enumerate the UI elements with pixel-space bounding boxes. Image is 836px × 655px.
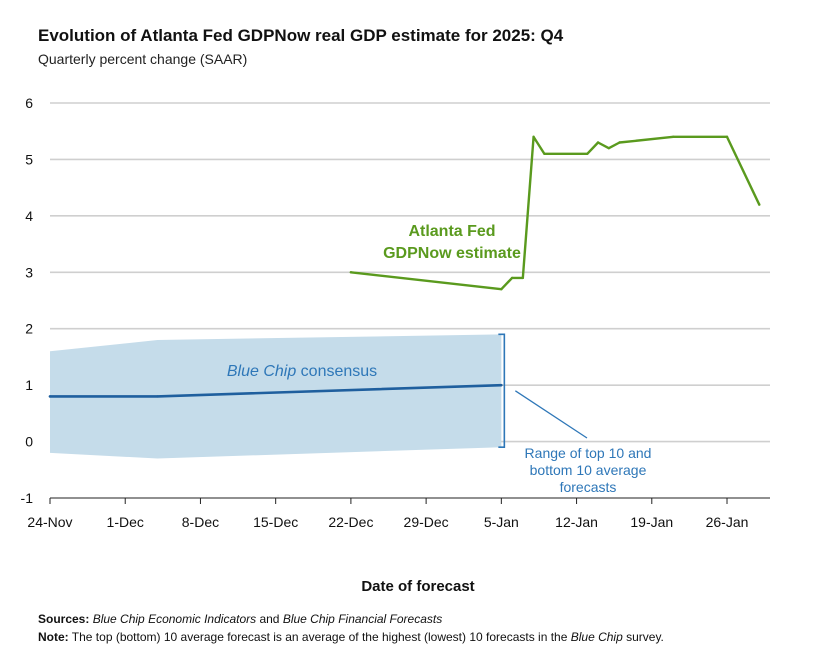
gdpnow-line-point-1 bbox=[500, 288, 503, 291]
gdpnow-annotation-line-0: Atlanta Fed bbox=[408, 223, 495, 240]
range-annotation-line-1: bottom 10 average bbox=[530, 462, 647, 478]
forecast-range-area bbox=[50, 334, 502, 459]
range-annotation-leader bbox=[514, 390, 588, 439]
gdpnow-annotation-line-1: GDPNow estimate bbox=[383, 245, 521, 262]
sources-title-1: Blue Chip Economic Indicators bbox=[92, 612, 257, 626]
gdpnow-line-point-7 bbox=[596, 141, 600, 144]
gdpnow-line-point-9 bbox=[618, 141, 621, 144]
axes: -1 0 1 2 3 4 5 6 24-Nov 1-Dec 8-Dec 15-Dec 22-Dec 29-… bbox=[21, 95, 770, 530]
consensus-annotation-italic: Blue Chip bbox=[227, 363, 296, 380]
y-tick-label-0: 0 bbox=[25, 434, 33, 450]
y-tick-label-4: 4 bbox=[25, 208, 33, 224]
x-tick-label-8-Dec: 8-Dec bbox=[182, 514, 219, 530]
gdpnow-line-point-8 bbox=[607, 146, 611, 150]
y-tick-label-5: 5 bbox=[25, 151, 33, 167]
x-tick-label-5-Jan: 5-Jan bbox=[484, 514, 519, 530]
note-label: Note: bbox=[38, 630, 69, 644]
chart-title: Evolution of Atlanta Fed GDPNow real GDP… bbox=[38, 26, 564, 45]
sources-joiner: and bbox=[256, 612, 283, 626]
x-tick-label-15-Dec: 15-Dec bbox=[253, 514, 298, 530]
gdpnow-line-point-0 bbox=[349, 271, 353, 274]
note-end: survey. bbox=[622, 630, 664, 644]
chart-canvas: -1 0 1 2 3 4 5 6 24-Nov 1-Dec 8-Dec 15-Dec 22-Dec 29-… bbox=[21, 95, 770, 530]
gdpnow-line-point-6 bbox=[586, 152, 589, 155]
x-tick-label-26-Jan: 26-Jan bbox=[706, 514, 749, 530]
annotations: Atlanta Fed GDPNow estimate Blue Chip cons… bbox=[227, 223, 652, 495]
range-annotation-line-2: forecasts bbox=[560, 479, 617, 495]
x-tick-label-29-Dec: 29-Dec bbox=[404, 514, 449, 530]
gdpnow-line-point-3 bbox=[521, 276, 525, 280]
sources-title-2: Blue Chip Financial Forecasts bbox=[282, 612, 443, 626]
gdpnow-line-point-11 bbox=[725, 135, 729, 139]
y-tick-label-2: 2 bbox=[25, 321, 33, 337]
x-tick-label-24-Nov: 24-Nov bbox=[27, 514, 72, 530]
blue-chip-consensus-line-point-1 bbox=[156, 395, 159, 398]
y-tick-label-3: 3 bbox=[25, 264, 33, 280]
forecast-range-band bbox=[50, 333, 506, 459]
consensus-annotation: Blue Chip consensus bbox=[227, 363, 377, 380]
range-annotation-line-0: Range of top 10 and bbox=[525, 445, 652, 461]
x-tick-label-1-Dec: 1-Dec bbox=[107, 514, 144, 530]
footnote-sources: Sources: Blue Chip Economic Indicators a… bbox=[38, 612, 442, 626]
gdpnow-line-point-2 bbox=[510, 276, 514, 280]
chart-subtitle: Quarterly percent change (SAAR) bbox=[38, 51, 248, 67]
gdpnow-line-point-5 bbox=[543, 152, 546, 155]
y-tick-label--1: -1 bbox=[21, 490, 34, 506]
note-text: The top (bottom) 10 average forecast is … bbox=[71, 630, 571, 644]
x-axis-label: Date of forecast bbox=[361, 578, 475, 595]
series-lines bbox=[48, 135, 761, 398]
gdpnow-line-point-12 bbox=[758, 203, 761, 206]
y-tick-label-6: 6 bbox=[25, 95, 33, 111]
gdpnow-line-point-10 bbox=[672, 135, 675, 139]
x-tick-label-19-Jan: 19-Jan bbox=[630, 514, 673, 530]
gdpnow-line-point-4 bbox=[532, 135, 535, 139]
x-tick-label-12-Jan: 12-Jan bbox=[555, 514, 598, 530]
consensus-annotation-rest: consensus bbox=[296, 363, 377, 380]
note-blue-chip: Blue Chip bbox=[570, 630, 623, 644]
sources-label: Sources: bbox=[38, 612, 90, 626]
range-bracket bbox=[498, 333, 506, 449]
blue-chip-consensus-line-point-0 bbox=[48, 395, 52, 398]
blue-chip-consensus-line-point-2 bbox=[500, 383, 503, 387]
x-tick-label-22-Dec: 22-Dec bbox=[328, 514, 373, 530]
footnote-note: Note: The top (bottom) 10 average foreca… bbox=[38, 630, 664, 644]
y-tick-label-1: 1 bbox=[25, 377, 33, 393]
